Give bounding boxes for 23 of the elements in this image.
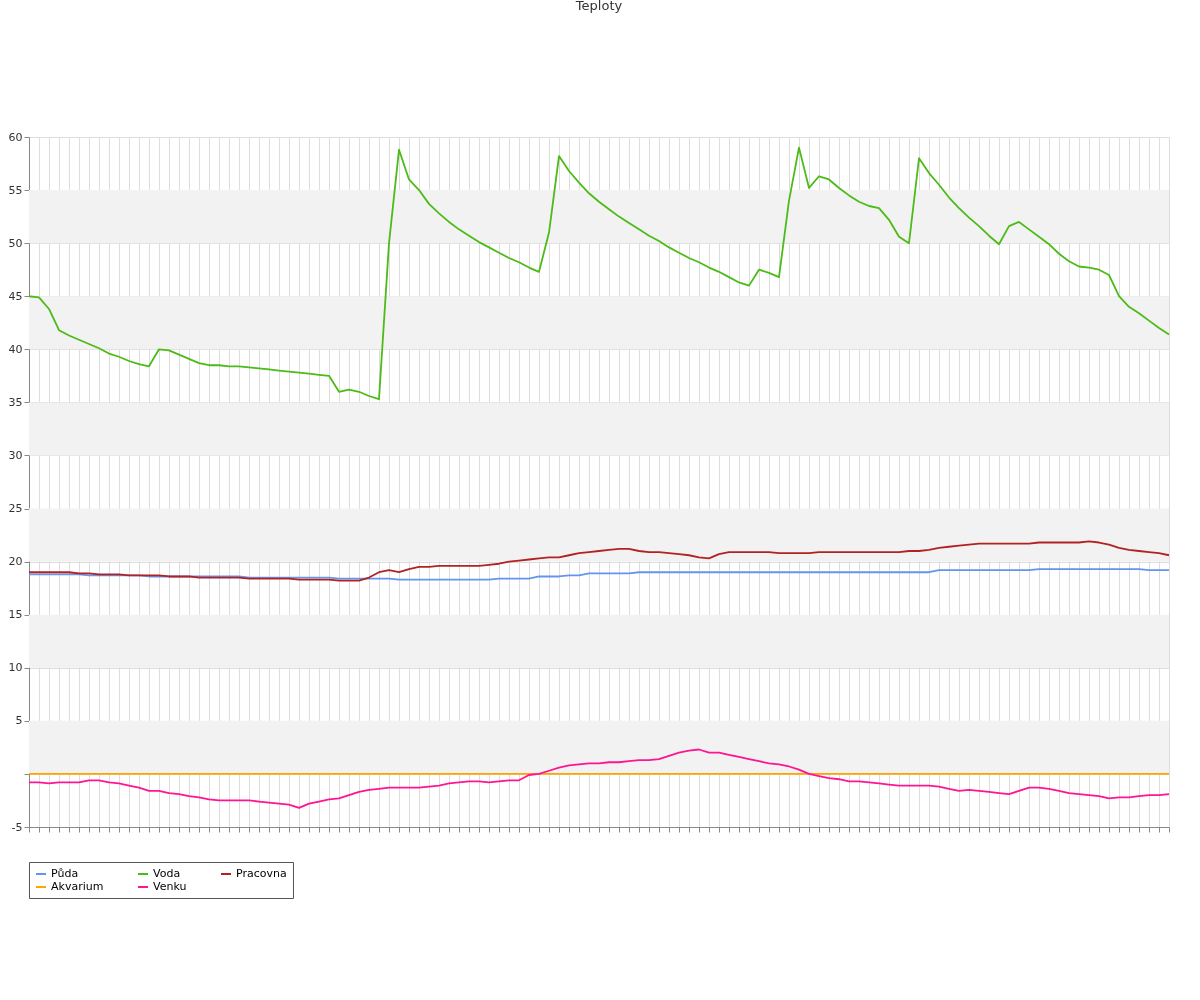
line-series: [28, 748, 1170, 809]
y-tick-label: 55: [8, 183, 23, 197]
y-tick-label: 15: [8, 608, 23, 622]
y-tick-label: 10: [8, 661, 23, 675]
legend-label: Půda: [51, 867, 79, 880]
y-tick-label: 35: [8, 395, 23, 409]
y-tick-label: 25: [8, 502, 23, 516]
y-tick-label: 20: [8, 555, 23, 569]
y-tick-label: 60: [8, 130, 23, 144]
legend-label: Pracovna: [236, 867, 287, 880]
y-tick-label: 50: [8, 236, 23, 250]
y-tick-label: 45: [8, 289, 23, 303]
line-series: [28, 146, 1170, 401]
line-series: [28, 568, 1170, 581]
legend-label: Voda: [153, 867, 181, 880]
legend-label: Akvarium: [51, 880, 104, 893]
chart-title: Teploty: [574, 0, 623, 13]
legend-label: Venku: [153, 880, 187, 893]
line-series: [28, 540, 1170, 582]
y-tick-label: 40: [8, 342, 23, 356]
y-tick-label: 5: [15, 714, 23, 728]
y-tick-label: -5: [11, 820, 23, 834]
y-tick-label: 30: [8, 448, 23, 462]
